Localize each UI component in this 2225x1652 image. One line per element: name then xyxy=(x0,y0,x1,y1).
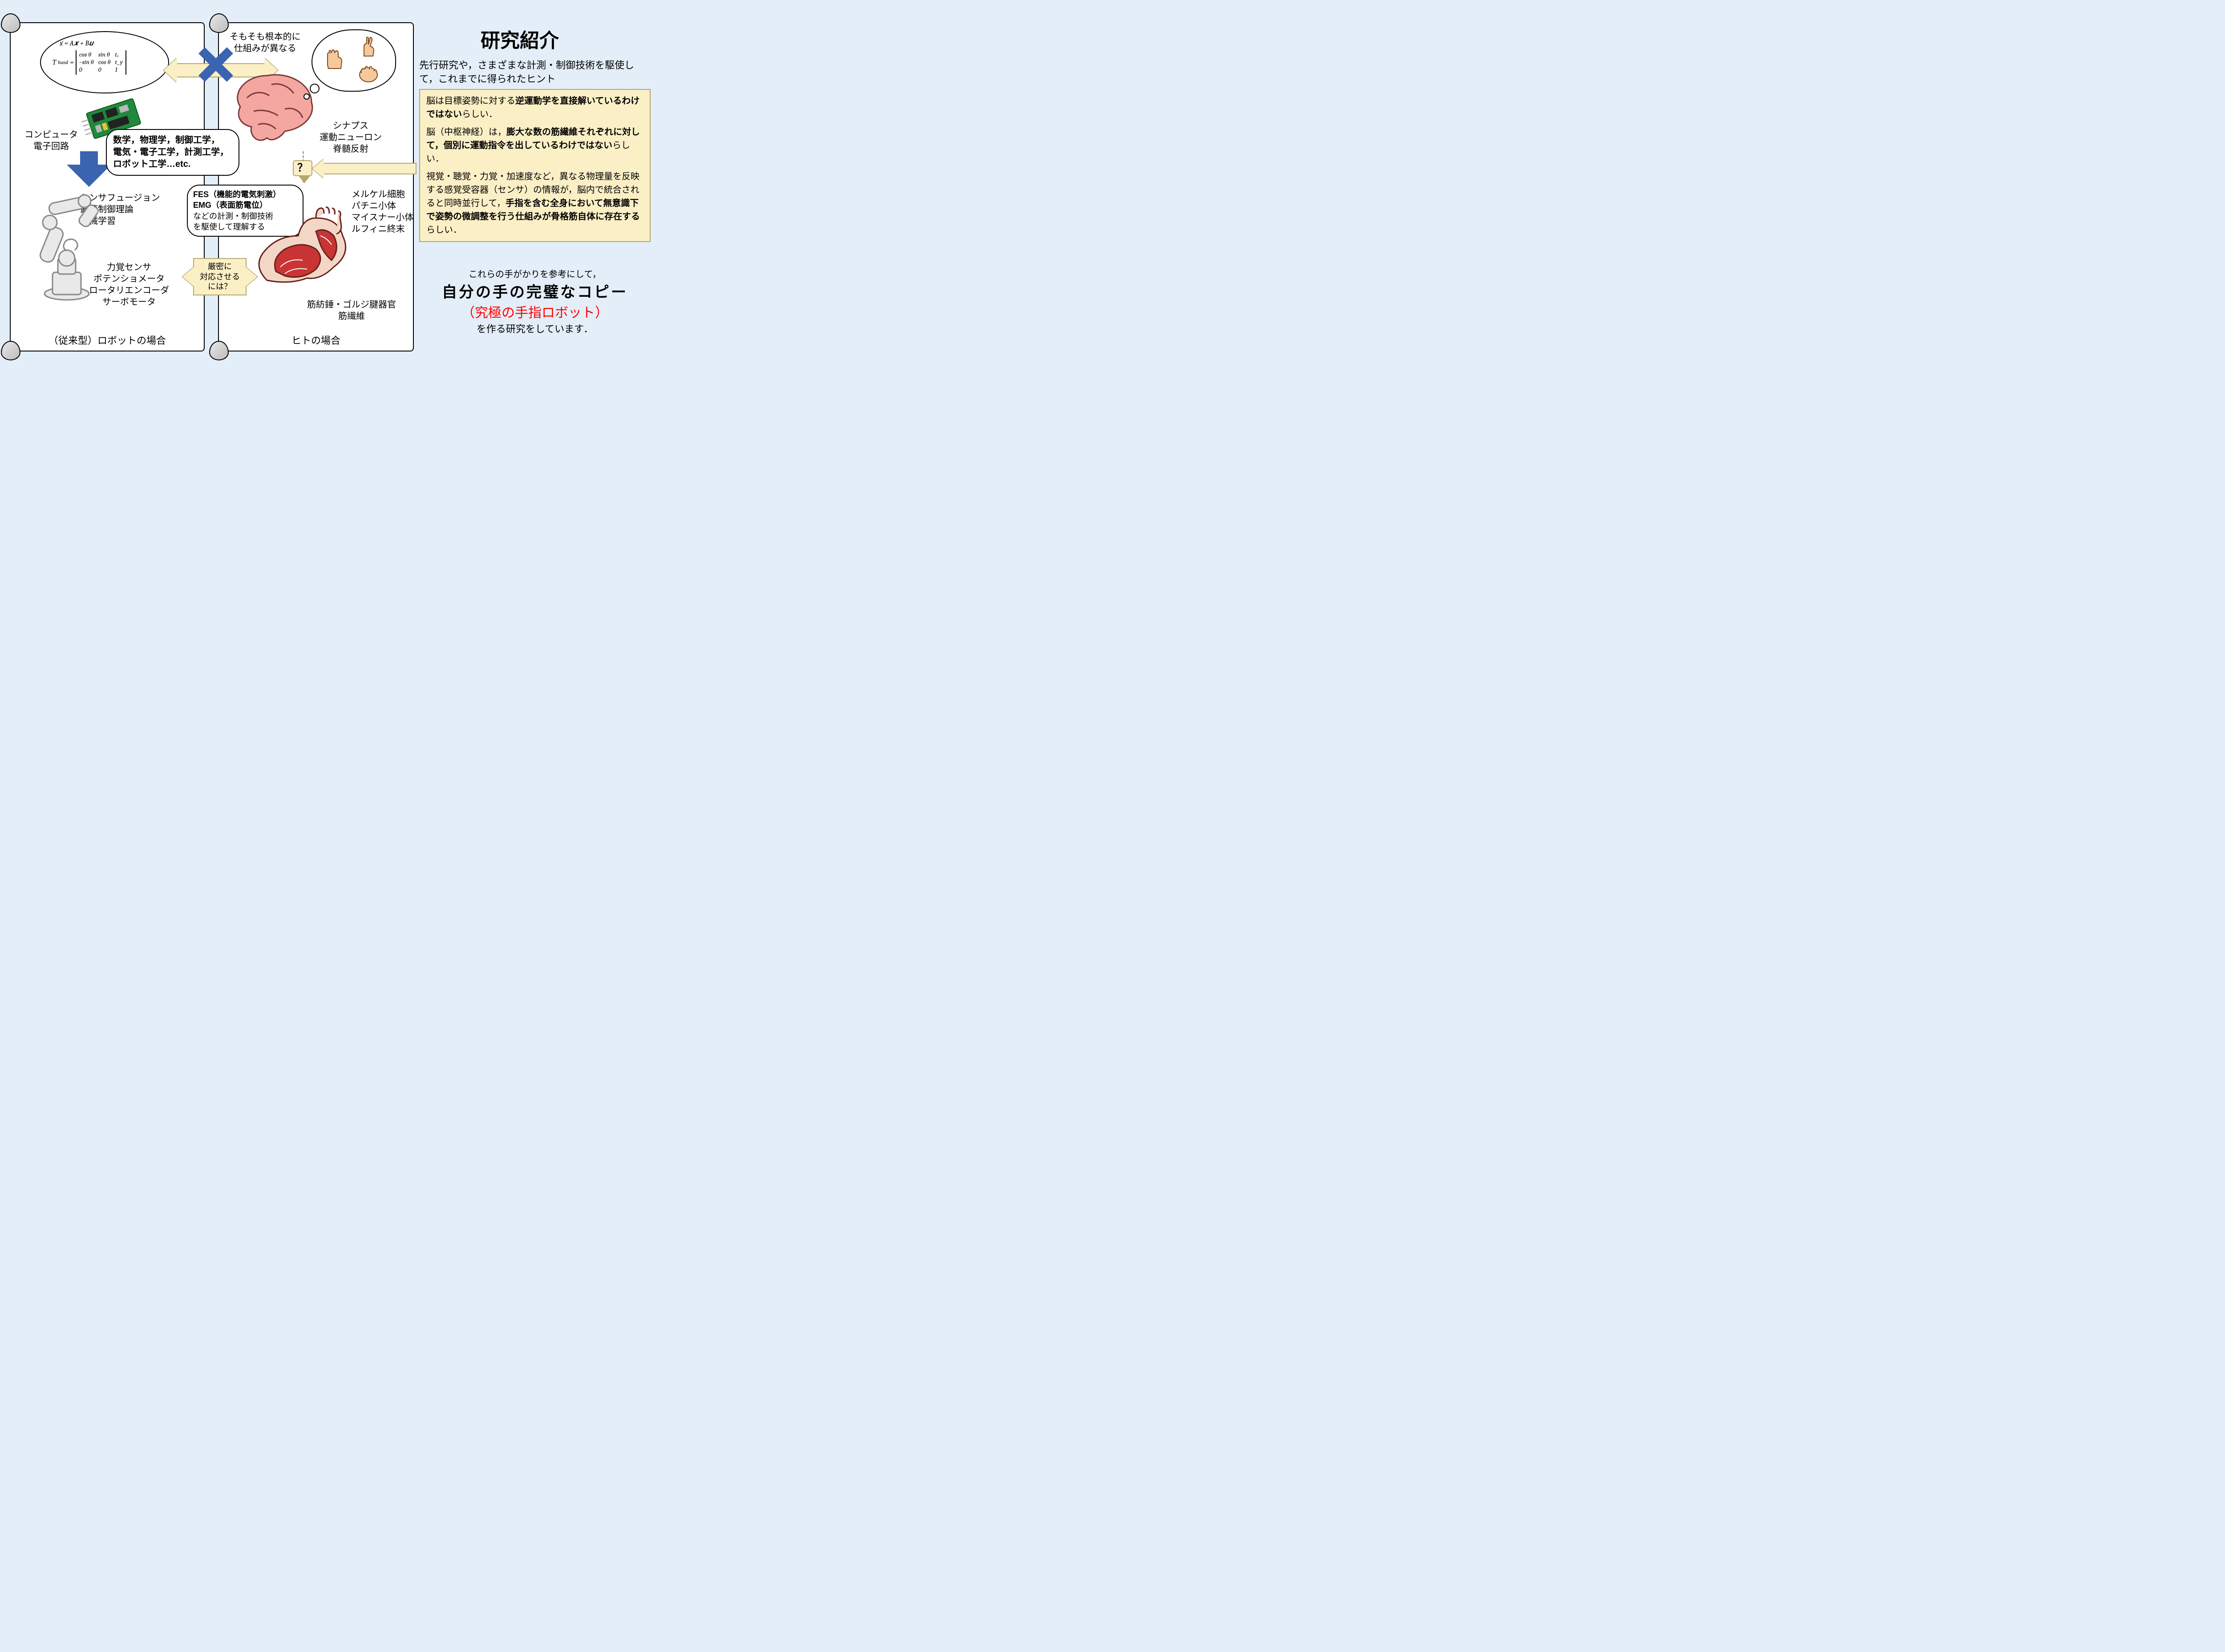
muscle-label: 筋紡錘・ゴルジ腱器官 筋繊維 xyxy=(307,299,396,322)
strict-text: 厳密に 対応させる には？ xyxy=(196,262,244,292)
goal-l1: これらの手がかりを参考にして， xyxy=(419,267,651,280)
rock-hand-icon xyxy=(356,61,381,85)
arm-muscle-icon xyxy=(249,191,365,303)
goal-l3: （究極の手指ロボット） xyxy=(419,302,651,321)
brain-icon xyxy=(227,67,320,147)
blue-down-arrow-icon xyxy=(67,151,111,187)
robot-lower-label: 力覚センサ ポテンショメータ ロータリエンコーダ サーボモータ xyxy=(89,262,169,308)
computer-label: コンピュータ 電子回路 xyxy=(18,129,85,152)
thought-cloud xyxy=(312,29,396,92)
thand-prefix: T xyxy=(53,58,56,67)
strict-correspond-arrow: 厳密に 対応させる には？ xyxy=(193,258,247,295)
hint-1: 脳は目標姿勢に対する逆運動学を直接解いているわけではないらしい． xyxy=(426,94,643,121)
thand-sub: hand xyxy=(58,60,68,65)
human-top-note: そもそも根本的に 仕組みが異なる xyxy=(230,31,301,54)
scissors-hand-icon xyxy=(355,35,380,60)
goal-l4: を作る研究をしています． xyxy=(419,321,651,335)
math-bubble: ẋ = A𝒙 + B𝒖 Thand = cos θsin θtₓ −sin θc… xyxy=(40,31,169,93)
human-sensors-label: メルケル細胞 パチニ小体 マイスナー小体 ルフィニ終末 xyxy=(352,189,413,235)
goal-l2: 自分の手の完璧なコピー xyxy=(419,280,651,302)
hint-3: 視覚・聴覚・力覚・加速度など，異なる物理量を反映する感覚受容器（センサ）の情報が… xyxy=(426,170,643,237)
question-mark-box: ？ xyxy=(293,160,312,176)
paper-hand-icon xyxy=(321,47,348,74)
hint-to-q-arrow xyxy=(323,163,417,174)
page-title: 研究紹介 xyxy=(481,24,559,53)
robot-scroll-caption: （従来型）ロボットの場合 xyxy=(11,333,204,347)
human-scroll-caption: ヒトの場合 xyxy=(219,333,413,347)
hint-box: 脳は目標姿勢に対する逆運動学を直接解いているわけではないらしい． 脳（中枢神経）… xyxy=(419,89,651,242)
goal-block: これらの手がかりを参考にして， 自分の手の完璧なコピー （究極の手指ロボット） … xyxy=(419,267,651,335)
matrix: cos θsin θtₓ −sin θcos θt_y 001 xyxy=(76,50,126,74)
hint-2: 脳（中枢神経）は，膨大な数の筋繊維それぞれに対して，個別に運動指令を出しているわ… xyxy=(426,125,643,166)
intro-text: 先行研究や，さまざまな計測・制御技術を駆使して，これまでに得られたヒント xyxy=(419,59,651,86)
robot-arm-icon xyxy=(18,191,98,303)
fields-bubble: 数学，物理学，制御工学， 電気・電子工学，計測工学， ロボット工学…etc. xyxy=(106,129,239,176)
state-eq: ẋ = A𝒙 + B𝒖 xyxy=(60,39,158,48)
brain-label: シナプス 運動ニューロン 脊髄反射 xyxy=(320,120,382,155)
